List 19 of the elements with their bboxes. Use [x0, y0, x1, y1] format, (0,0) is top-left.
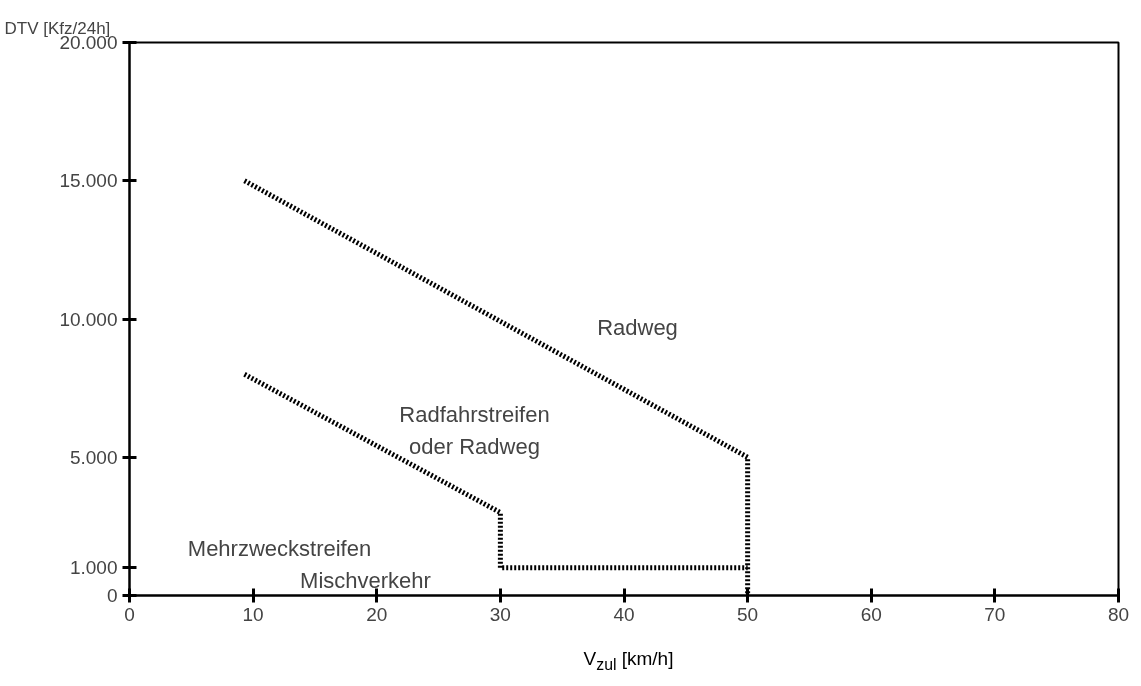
y-tick-label: 15.000: [59, 170, 118, 192]
annotation: Mehrzweckstreifen: [187, 536, 372, 561]
x-axis-title: V$_{zul}$ [km/h]: [583, 647, 674, 675]
annotation: Mischverkehr: [300, 568, 431, 593]
y-tick-label: 5.000: [69, 446, 118, 468]
y-tick-label: 0: [106, 585, 118, 606]
x-tick-label: 40: [613, 603, 635, 625]
annotation: Radweg: [597, 315, 678, 340]
x-tick-label: 20: [366, 603, 388, 625]
x-tick-label: 60: [860, 603, 882, 625]
annotation: Radfahrstreifen oder Radweg: [399, 402, 550, 459]
y-tick-label: 1.000: [69, 557, 118, 579]
y-tick-label: 10.000: [59, 308, 118, 330]
x-tick-label: 0: [124, 603, 135, 625]
x-tick-label: 10: [242, 603, 264, 625]
x-tick-label: 50: [737, 603, 759, 625]
x-tick-label: 30: [489, 603, 511, 625]
x-tick-label: 80: [1107, 603, 1130, 625]
x-tick-label: 70: [984, 603, 1006, 625]
